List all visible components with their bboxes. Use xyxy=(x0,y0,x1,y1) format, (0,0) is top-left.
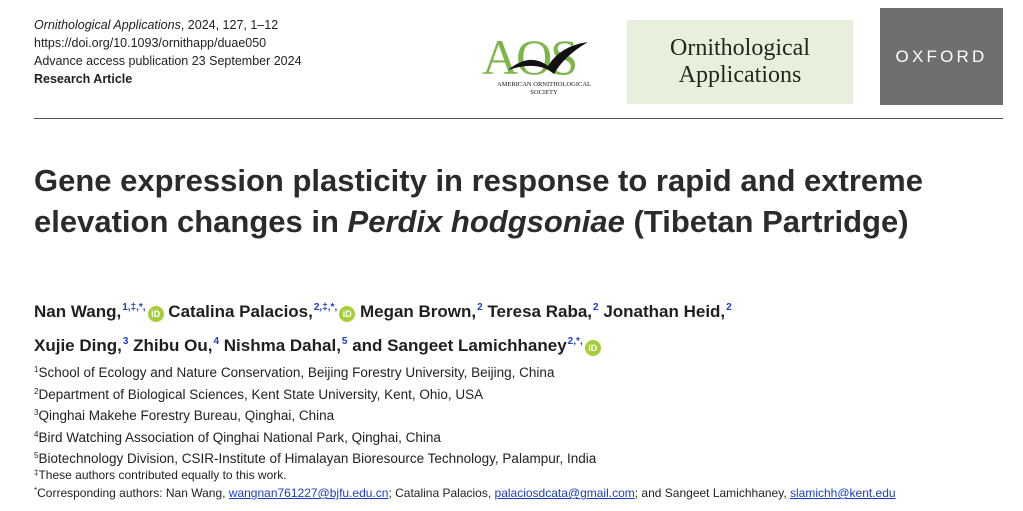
email-link[interactable]: palaciosdcata@gmail.com xyxy=(494,486,635,500)
header-divider xyxy=(34,118,1003,119)
affiliations: 1School of Ecology and Nature Conservati… xyxy=(34,361,596,469)
author[interactable]: Teresa Raba,2 xyxy=(487,302,599,321)
title-species: Perdix hodgsoniae xyxy=(347,204,625,239)
author[interactable]: Jonathan Heid,2 xyxy=(603,302,732,321)
article-title: Gene expression plasticity in response t… xyxy=(34,160,994,242)
author[interactable]: Xujie Ding,3 xyxy=(34,336,129,355)
email-link[interactable]: slamichh@kent.edu xyxy=(790,486,896,500)
author[interactable]: Nan Wang,1,‡,*,iD xyxy=(34,302,164,322)
oxford-logo: OXFORD xyxy=(880,8,1003,105)
publication-date: Advance access publication 23 September … xyxy=(34,54,302,68)
journal-name: Ornithological Applications xyxy=(34,18,181,32)
orcid-icon[interactable]: iD xyxy=(584,340,601,356)
journal-box-line2: Applications xyxy=(678,62,802,88)
email-link[interactable]: wangnan761227@bjfu.edu.cn xyxy=(228,486,389,500)
doi-link[interactable]: https://doi.org/10.1093/ornithapp/duae05… xyxy=(34,36,267,50)
journal-title-box: Ornithological Applications xyxy=(627,20,853,104)
author-notes: ‡These authors contributed equally to th… xyxy=(34,465,896,501)
author[interactable]: and Sangeet Lamichhaney2,*,iD xyxy=(352,336,601,356)
equal-contribution-note: ‡These authors contributed equally to th… xyxy=(34,468,287,482)
author[interactable]: Nishma Dahal,5 xyxy=(223,336,348,355)
orcid-icon[interactable]: iD xyxy=(339,306,356,322)
orcid-icon[interactable]: iD xyxy=(147,306,164,322)
aos-society-line1: AMERICAN ORNITHOLOGICAL xyxy=(497,81,591,88)
citation-line: Ornithological Applications, 2024, 127, … xyxy=(34,16,302,34)
article-metadata: Ornithological Applications, 2024, 127, … xyxy=(34,16,302,88)
author[interactable]: Zhibu Ou,4 xyxy=(133,336,220,355)
aos-logo: AOS AMERICAN ORNITHOLOGICAL SOCIETY xyxy=(482,30,591,96)
publisher-name: OXFORD xyxy=(895,46,988,66)
article-type: Research Article xyxy=(34,72,133,86)
affiliation: 1School of Ecology and Nature Conservati… xyxy=(34,365,555,380)
affiliation: 4Bird Watching Association of Qinghai Na… xyxy=(34,429,441,445)
title-common-name: (Tibetan Partridge) xyxy=(624,204,909,239)
journal-box-line1: Ornithological xyxy=(670,35,810,61)
title-text: Gene expression plasticity in response t… xyxy=(34,163,923,239)
affiliation: 5Biotechnology Division, CSIR-Institute … xyxy=(34,451,597,466)
author[interactable]: Catalina Palacios,2,‡,*,iD xyxy=(168,302,356,322)
bird-icon xyxy=(508,42,588,74)
aos-society-line2: SOCIETY xyxy=(530,89,558,96)
volume-pages: , 2024, 127, 1–12 xyxy=(180,18,279,32)
corresponding-authors-note: *Corresponding authors: Nan Wang, wangna… xyxy=(34,486,896,500)
affiliation: 3Qinghai Makehe Forestry Bureau, Qinghai… xyxy=(34,408,335,423)
author-list: Nan Wang,1,‡,*,iD Catalina Palacios,2,‡,… xyxy=(34,293,994,361)
author[interactable]: Megan Brown,2 xyxy=(359,302,483,321)
affiliation: 2Department of Biological Sciences, Kent… xyxy=(34,386,484,402)
